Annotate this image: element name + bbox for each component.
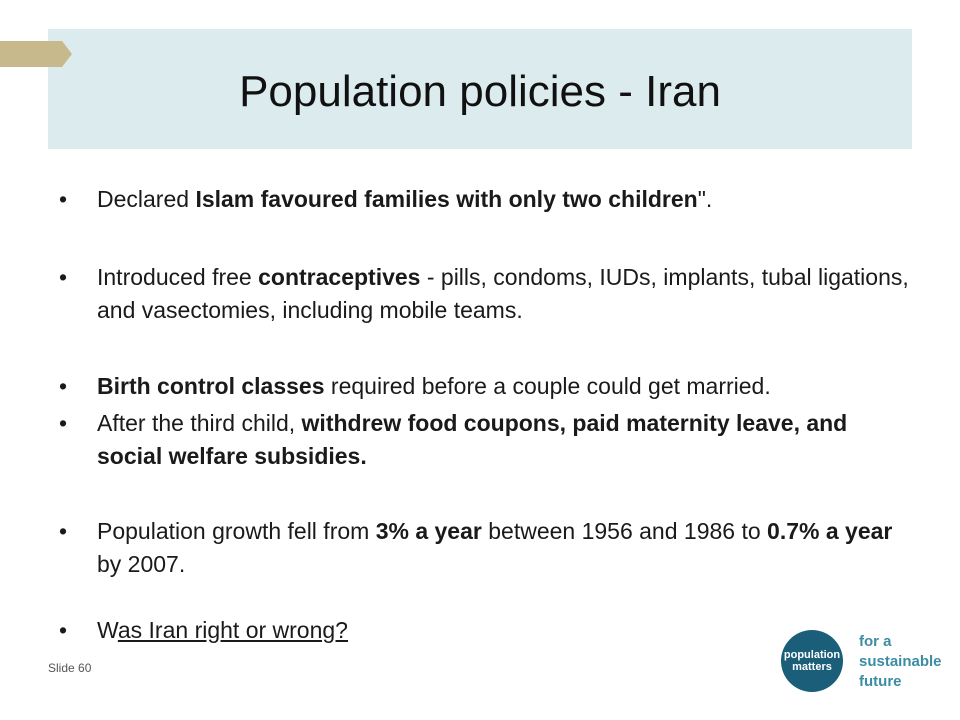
bullet-text: Population growth fell from 3% a year be… (97, 518, 893, 577)
bullet-item: • After the third child, withdrew food c… (56, 407, 916, 473)
title-accent-arrow-icon (0, 41, 72, 67)
bullet-text: After the third child, withdrew food cou… (97, 410, 848, 469)
bullet-text: Declared Islam favoured families with on… (97, 186, 713, 212)
bullet-text: Was Iran right or wrong? (97, 617, 348, 643)
bullet-item: • Was Iran right or wrong? (56, 614, 916, 647)
slide-number: Slide 60 (48, 661, 92, 675)
bullet-item: • Population growth fell from 3% a year … (56, 515, 916, 581)
bullet-item: • Declared Islam favoured families with … (56, 183, 916, 216)
logo-line-1: population (783, 649, 841, 661)
tagline-line-3: future (859, 673, 902, 690)
bullet-icon: • (59, 518, 68, 544)
bullet-icon: • (59, 264, 68, 290)
logo-line-2: matters (792, 661, 832, 673)
tagline-line-2: sustainable (859, 653, 942, 670)
bullet-icon: • (59, 410, 68, 436)
bullet-icon: • (59, 617, 68, 643)
bullet-icon: • (59, 186, 68, 212)
population-matters-logo: population matters (781, 630, 843, 692)
bullet-icon: • (59, 373, 68, 399)
title-band (48, 29, 912, 149)
tagline-line-1: for a (859, 633, 892, 650)
bullet-text: Birth control classes required before a … (97, 373, 771, 399)
bullet-item: • Birth control classes required before … (56, 370, 916, 403)
logo-tagline: for a sustainable future (859, 632, 942, 692)
slide-title: Population policies - Iran (239, 67, 721, 116)
bullet-text: Introduced free contraceptives - pills, … (97, 264, 909, 323)
bullet-item: • Introduced free contraceptives - pills… (56, 261, 916, 327)
